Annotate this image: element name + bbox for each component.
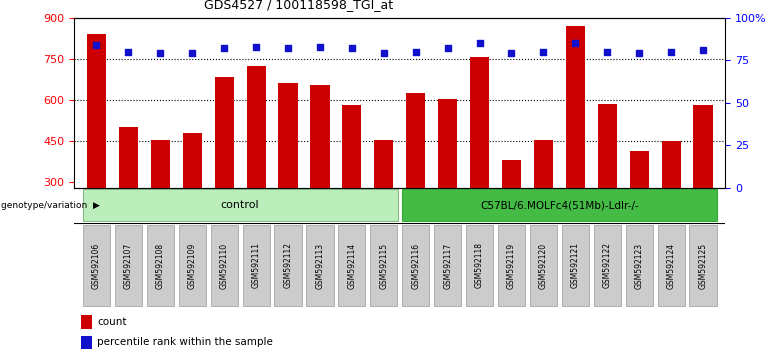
Text: GSM592125: GSM592125 — [699, 242, 707, 289]
Bar — [502, 160, 521, 188]
Point — [505, 51, 518, 56]
Bar — [215, 76, 234, 188]
Point — [282, 45, 294, 51]
Text: GSM592121: GSM592121 — [571, 242, 580, 289]
Bar — [438, 98, 457, 188]
Text: GSM592123: GSM592123 — [635, 242, 644, 289]
Point — [378, 51, 390, 56]
Bar — [597, 104, 617, 188]
Text: GDS4527 / 100118598_TGI_at: GDS4527 / 100118598_TGI_at — [204, 0, 393, 11]
Bar — [658, 225, 685, 306]
Bar — [246, 65, 266, 188]
Point — [314, 44, 326, 50]
Point — [218, 45, 230, 51]
Bar — [562, 225, 589, 306]
Point — [569, 40, 582, 46]
Text: GSM592110: GSM592110 — [220, 242, 229, 289]
Bar — [179, 225, 206, 306]
Bar — [534, 140, 553, 188]
Bar — [310, 85, 329, 188]
Bar — [151, 140, 170, 188]
Bar — [690, 225, 717, 306]
Bar — [80, 336, 92, 349]
Bar — [80, 315, 92, 329]
Text: GSM592108: GSM592108 — [156, 242, 165, 289]
Bar — [402, 225, 429, 306]
Bar — [275, 225, 302, 306]
Text: GSM592117: GSM592117 — [443, 242, 452, 289]
Point — [250, 44, 262, 50]
Text: control: control — [221, 200, 260, 210]
Bar — [566, 26, 585, 188]
Bar — [87, 34, 106, 188]
Bar — [406, 93, 425, 188]
Text: GSM592106: GSM592106 — [92, 242, 101, 289]
Bar — [83, 225, 110, 306]
Text: GSM592119: GSM592119 — [507, 242, 516, 289]
Bar — [342, 105, 361, 188]
Text: GSM592113: GSM592113 — [315, 242, 324, 289]
Text: GSM592112: GSM592112 — [283, 242, 292, 289]
Point — [441, 45, 454, 51]
Bar — [115, 225, 142, 306]
Point — [665, 49, 677, 55]
Bar — [119, 127, 138, 188]
Text: GSM592116: GSM592116 — [411, 242, 420, 289]
Bar — [498, 225, 525, 306]
Text: GSM592120: GSM592120 — [539, 242, 548, 289]
Point — [410, 49, 422, 55]
Bar — [370, 225, 397, 306]
Point — [697, 47, 709, 53]
Text: GSM592115: GSM592115 — [379, 242, 388, 289]
Bar — [661, 141, 681, 188]
Text: genotype/variation  ▶: genotype/variation ▶ — [1, 201, 100, 210]
Bar — [183, 133, 202, 188]
Bar — [307, 225, 334, 306]
Point — [346, 45, 358, 51]
Text: percentile rank within the sample: percentile rank within the sample — [97, 337, 273, 348]
Point — [537, 49, 550, 55]
Text: count: count — [97, 317, 126, 327]
Text: GSM592111: GSM592111 — [252, 242, 261, 289]
Point — [473, 40, 486, 46]
Bar — [278, 84, 298, 188]
Bar — [147, 225, 174, 306]
Bar — [402, 189, 717, 221]
Text: GSM592107: GSM592107 — [124, 242, 133, 289]
Text: GSM592114: GSM592114 — [347, 242, 356, 289]
Text: C57BL/6.MOLFc4(51Mb)-Ldlr-/-: C57BL/6.MOLFc4(51Mb)-Ldlr-/- — [480, 200, 639, 210]
Bar — [211, 225, 238, 306]
Bar — [530, 225, 557, 306]
Bar — [629, 150, 649, 188]
Bar — [626, 225, 653, 306]
Point — [154, 51, 167, 56]
Point — [186, 51, 198, 56]
Bar — [693, 105, 713, 188]
Bar — [434, 225, 461, 306]
Bar — [470, 57, 489, 188]
Point — [633, 51, 645, 56]
Bar — [594, 225, 621, 306]
Text: GSM592122: GSM592122 — [603, 242, 612, 289]
Text: GSM592109: GSM592109 — [188, 242, 197, 289]
Bar — [83, 189, 398, 221]
Bar — [374, 140, 393, 188]
Bar — [466, 225, 493, 306]
Point — [122, 49, 135, 55]
Bar — [339, 225, 365, 306]
Text: GSM592118: GSM592118 — [475, 242, 484, 289]
Point — [90, 42, 103, 48]
Bar — [243, 225, 270, 306]
Point — [601, 49, 614, 55]
Text: GSM592124: GSM592124 — [667, 242, 675, 289]
